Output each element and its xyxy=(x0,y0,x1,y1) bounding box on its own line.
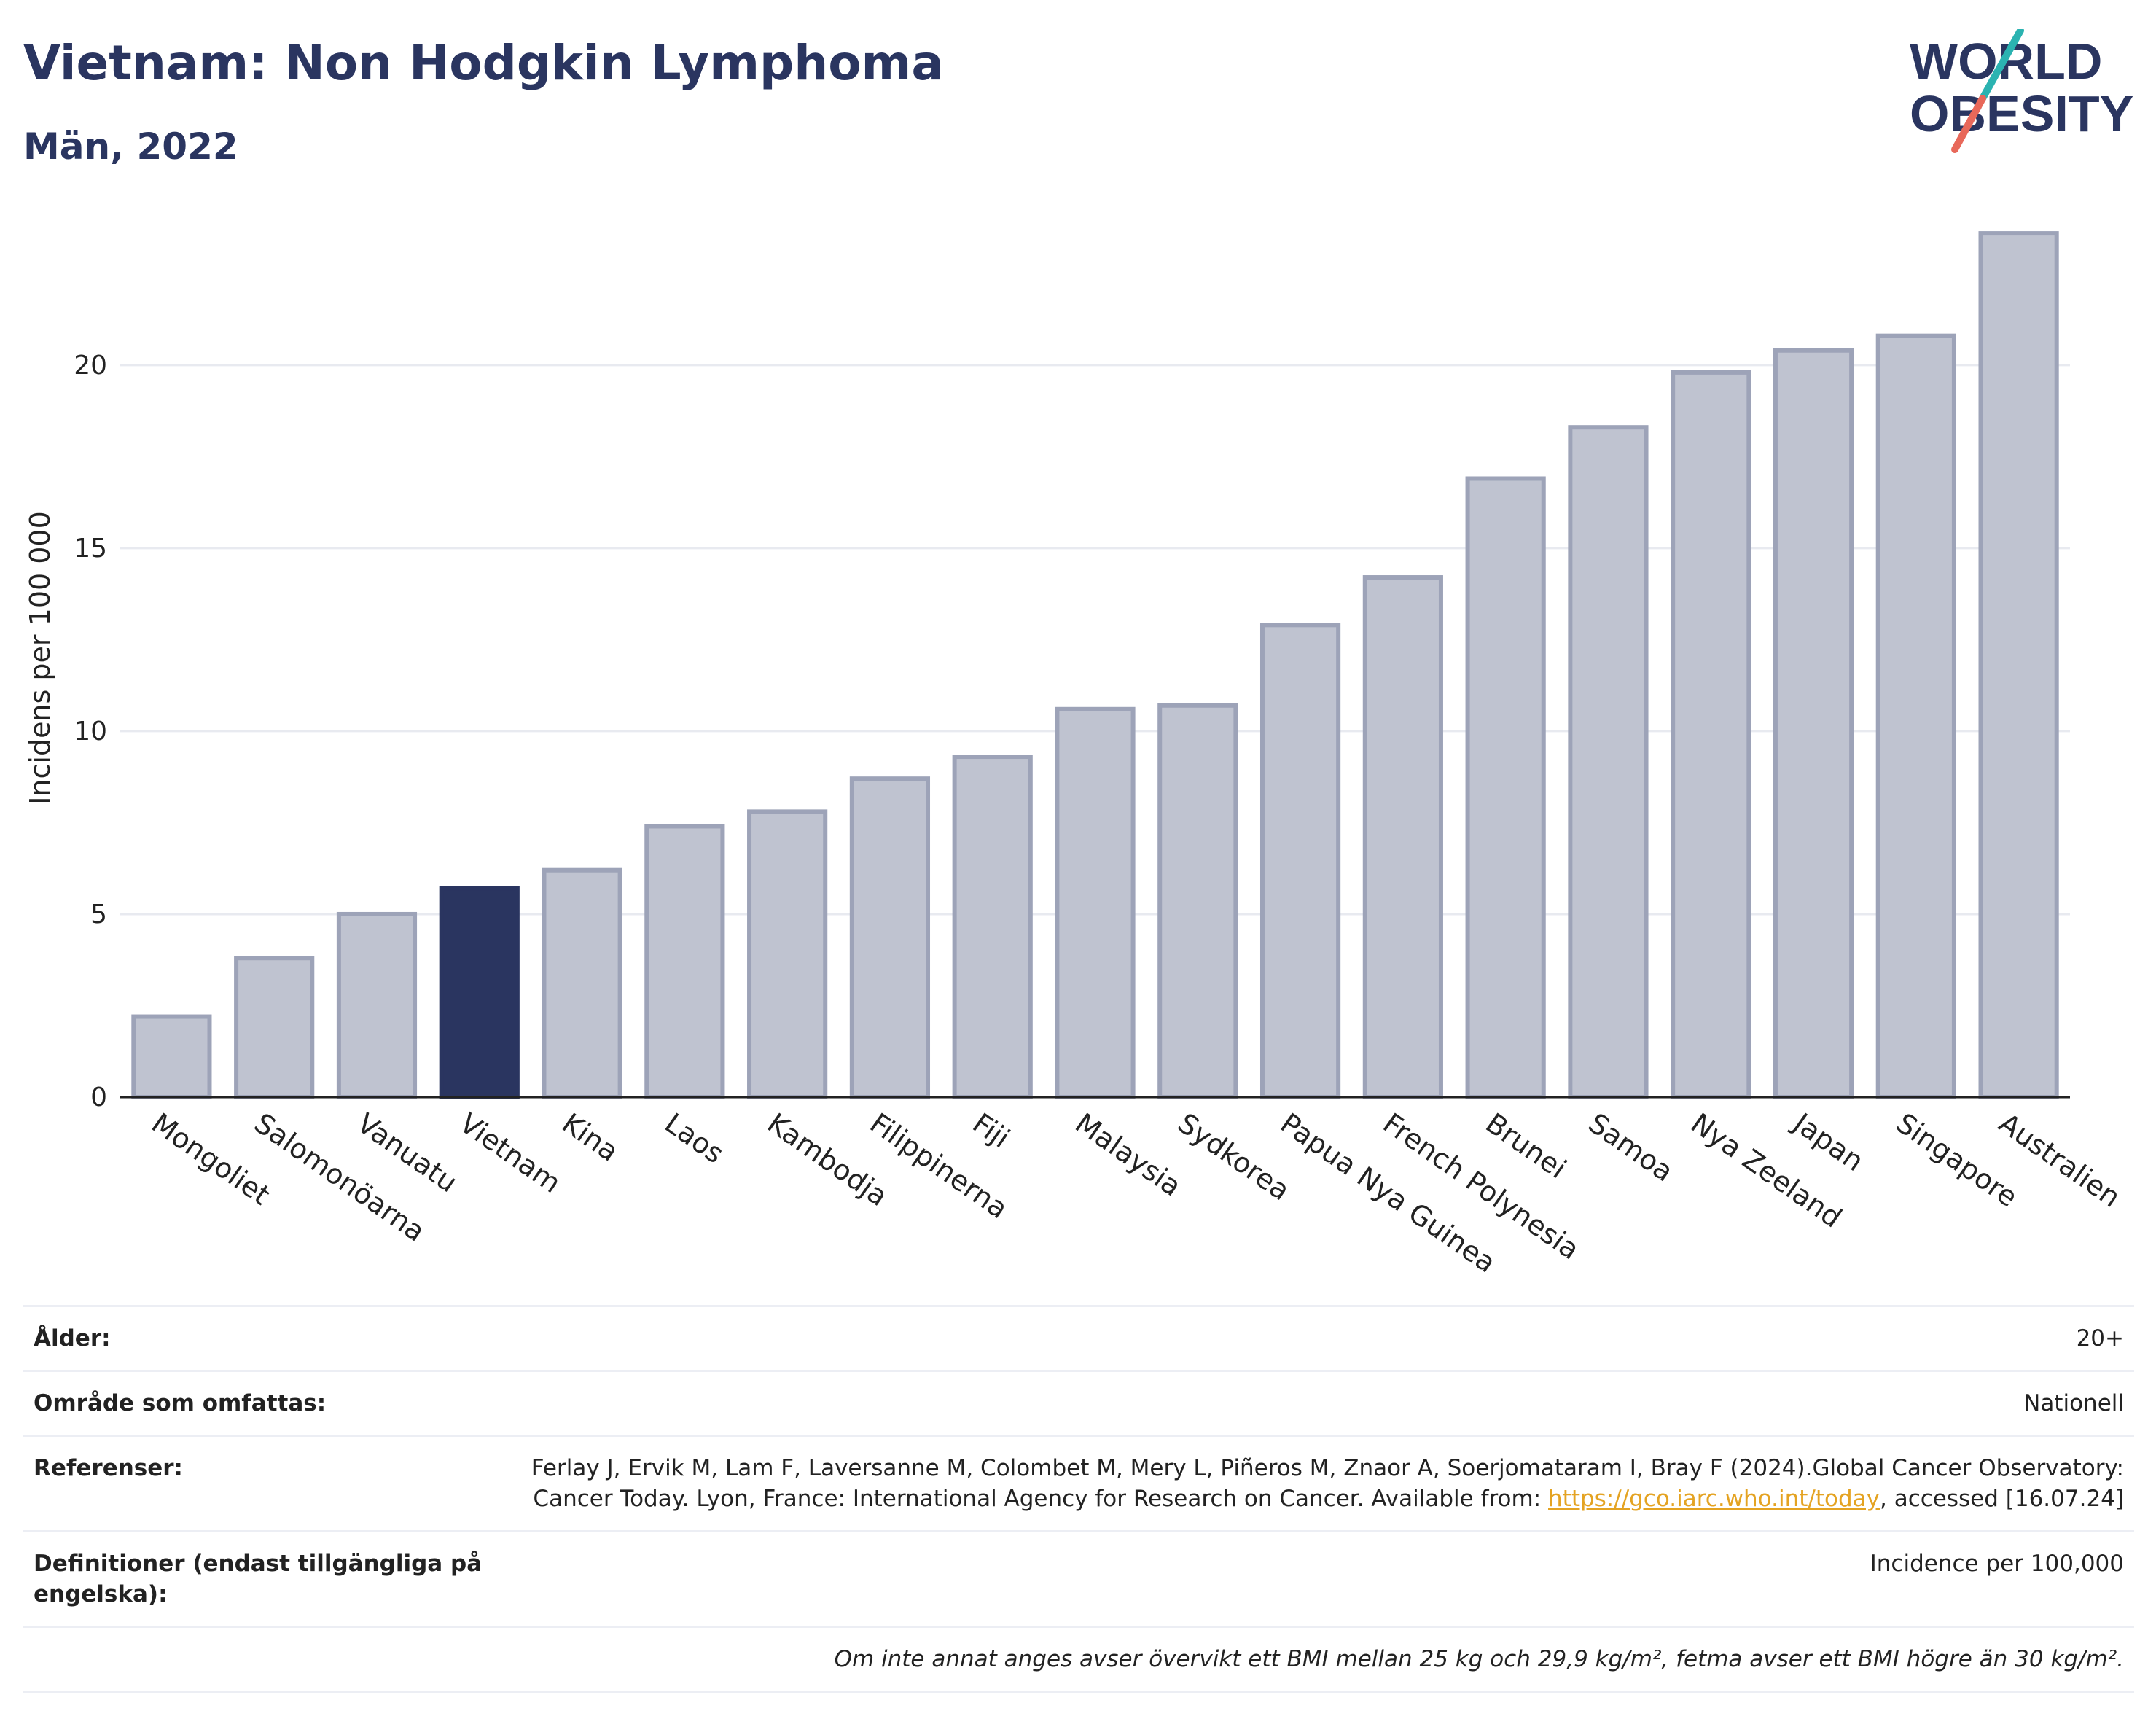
bar xyxy=(1259,623,1341,1099)
x-tick-label: Samoa xyxy=(1582,1107,1679,1188)
bar xyxy=(1157,703,1238,1099)
x-tick-label: Malaysia xyxy=(1069,1107,1187,1202)
y-tick-label: 15 xyxy=(74,534,107,564)
meta-row-area: Område som omfattas: Nationell xyxy=(23,1372,2134,1437)
bar xyxy=(849,776,931,1099)
page-subtitle: Män, 2022 xyxy=(23,125,238,168)
bar xyxy=(542,868,622,1099)
meta-key: Område som omfattas: xyxy=(34,1390,327,1416)
meta-row-age: Ålder: 20+ xyxy=(23,1307,2134,1372)
metadata-table: Ålder: 20+ Område som omfattas: Nationel… xyxy=(23,1305,2134,1693)
meta-value: 20+ xyxy=(2076,1325,2124,1352)
bar xyxy=(336,911,418,1099)
x-tick-label: Laos xyxy=(659,1107,730,1169)
y-tick-label: 5 xyxy=(90,900,107,929)
bar xyxy=(952,755,1033,1099)
bar xyxy=(1362,575,1443,1099)
page-title: Vietnam: Non Hodgkin Lymphoma xyxy=(23,35,944,91)
bar xyxy=(1773,348,1854,1099)
world-obesity-logo: WORLD OBESITY xyxy=(1910,29,2133,153)
x-tick-label: Fiji xyxy=(967,1107,1016,1154)
y-tick-label: 0 xyxy=(90,1083,107,1112)
x-tick-label: Japan xyxy=(1786,1106,1870,1177)
y-tick-label: 10 xyxy=(74,717,107,746)
bar xyxy=(747,809,828,1099)
bar xyxy=(1055,706,1136,1099)
bar xyxy=(1978,231,2059,1099)
bar xyxy=(439,886,520,1099)
meta-row-note: Om inte annat anges avser övervikt ett B… xyxy=(23,1628,2134,1693)
bar xyxy=(234,956,315,1100)
bar xyxy=(644,824,725,1099)
y-tick-label: 20 xyxy=(74,351,107,381)
meta-value: Incidence per 100,000 xyxy=(1870,1551,2124,1577)
logo-line2: OBESITY xyxy=(1910,85,2133,142)
x-tick-label: Brunei xyxy=(1480,1107,1572,1185)
reference-text: Ferlay J, Ervik M, Lam F, Laversanne M, … xyxy=(531,1455,2124,1512)
x-tick-label: Salomonöarna xyxy=(249,1107,431,1247)
bmi-note: Om inte annat anges avser övervikt ett B… xyxy=(834,1646,2124,1672)
meta-value: Nationell xyxy=(2023,1390,2124,1416)
bar xyxy=(1875,333,1956,1100)
y-axis-label: Incidens per 100 000 xyxy=(24,511,56,805)
meta-value: Ferlay J, Ervik M, Lam F, Laversanne M, … xyxy=(500,1453,2124,1514)
x-tick-label: Kina xyxy=(556,1107,624,1168)
bar xyxy=(131,1014,212,1099)
x-tick-label: Sydkorea xyxy=(1172,1107,1295,1206)
meta-row-references: Referenser: Ferlay J, Ervik M, Lam F, La… xyxy=(23,1437,2134,1532)
meta-key: Ålder: xyxy=(34,1325,111,1352)
logo-slash-red xyxy=(1951,95,1986,153)
reference-accessed: , accessed [16.07.24] xyxy=(1879,1486,2124,1512)
bar xyxy=(1465,476,1546,1099)
reference-link[interactable]: https://gco.iarc.who.int/today xyxy=(1548,1486,1880,1512)
bar xyxy=(1568,425,1649,1099)
x-tick-label: Vietnam xyxy=(454,1107,567,1199)
meta-row-definitions: Definitioner (endast tillgängliga på eng… xyxy=(23,1532,2134,1628)
logo-slash-teal xyxy=(1979,29,2024,102)
meta-key: Referenser: xyxy=(34,1455,183,1481)
bar xyxy=(1671,370,1751,1099)
meta-key: Definitioner (endast tillgängliga på eng… xyxy=(34,1551,483,1607)
